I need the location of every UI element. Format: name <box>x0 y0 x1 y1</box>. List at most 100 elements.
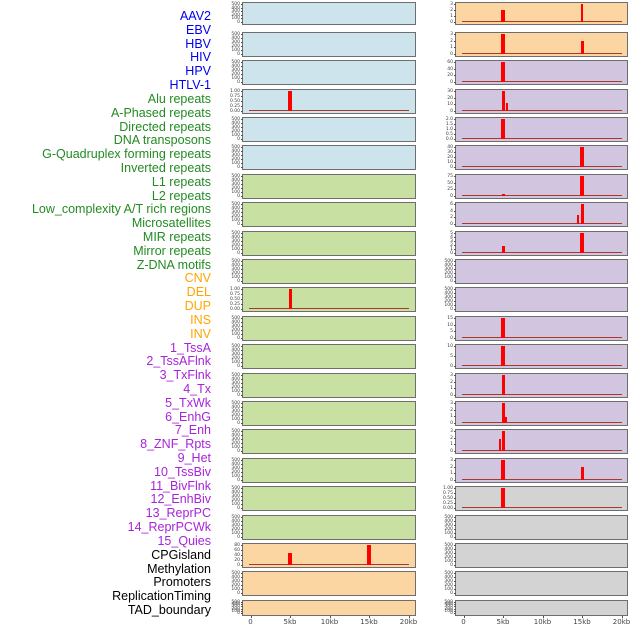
signal-spike-bar <box>501 91 505 111</box>
y-tick-label: 40 <box>447 66 453 72</box>
y-tick-mark <box>454 366 456 367</box>
y-tick-mark <box>454 224 456 225</box>
y-tick-label: 100 <box>231 133 240 138</box>
y-tick-mark <box>454 346 456 347</box>
y-tick-label: 0 <box>237 137 240 142</box>
y-tick-label: 400 <box>231 64 240 69</box>
y-tick-mark <box>454 488 456 489</box>
y-tick-mark <box>454 54 456 55</box>
signal-baseline <box>462 109 622 112</box>
signal-spike-bar <box>501 194 505 196</box>
y-tick-mark <box>241 419 243 420</box>
y-tick-label: 0 <box>450 393 453 398</box>
y-tick-mark <box>454 297 456 298</box>
y-tick-mark <box>241 42 243 43</box>
y-tick-label: 0 <box>237 52 240 57</box>
y-tick-mark <box>241 7 243 9</box>
x-axis-tick-label: 20kb <box>612 618 630 626</box>
track-label: G-Quadruplex forming repeats <box>42 147 211 161</box>
y-tick-label: 0 <box>237 364 240 369</box>
y-tick-label: 3 <box>450 429 453 434</box>
y-tick-mark <box>241 460 243 461</box>
y-tick-label: 100 <box>444 303 453 308</box>
y-tick-mark <box>241 496 243 497</box>
track-label: Low_complexity A/T rich regions <box>31 202 211 216</box>
x-tick-mark <box>250 616 252 618</box>
x-axis-tick-label: 15kb <box>573 618 591 626</box>
y-tick-label: 300 <box>444 604 453 610</box>
y-tick-mark <box>241 326 243 327</box>
y-tick-label: 0.5 <box>445 132 453 137</box>
y-tick-label: 0 <box>237 165 240 170</box>
y-tick-label: 100 <box>231 48 240 53</box>
y-tick-label: 500 <box>231 259 240 264</box>
y-tick-label: 300 <box>231 494 240 499</box>
y-tick-label: 5 <box>450 354 453 359</box>
y-tick-label: 400 <box>231 519 240 524</box>
y-tick-mark <box>454 217 456 219</box>
y-tick-label: 1.00 <box>442 486 453 491</box>
y-tick-label: 400 <box>231 405 240 410</box>
y-tick-label: 0.25 <box>229 104 240 109</box>
y-tick-label: 0.00 <box>229 109 240 114</box>
y-tick-mark <box>241 299 243 300</box>
y-tick-label: 300 <box>231 182 240 187</box>
y-tick-label: 500 <box>231 117 240 122</box>
y-tick-label: 0 <box>450 222 453 227</box>
track-plot: 75 50 25 0 <box>447 174 628 199</box>
y-tick-mark <box>241 488 243 489</box>
y-tick-label: 400 <box>444 547 453 552</box>
y-tick-label: 200 <box>444 271 453 276</box>
y-tick-label: 100 <box>444 559 453 564</box>
y-tick-mark <box>241 375 243 376</box>
y-tick-label: 200 <box>444 606 453 612</box>
y-tick-mark <box>241 395 243 396</box>
y-tick-mark <box>454 503 456 504</box>
y-tick-mark <box>454 610 456 612</box>
signal-baseline <box>462 52 622 55</box>
y-tick-mark <box>241 180 243 181</box>
y-tick-label: 2 <box>450 215 453 221</box>
track-label: DUP <box>184 299 211 313</box>
y-tick-mark <box>241 529 243 530</box>
y-tick-label: 0 <box>237 393 240 398</box>
y-tick-mark <box>241 70 243 71</box>
y-tick-mark <box>241 62 243 63</box>
x-axis-tick-label: 5kb <box>496 618 510 626</box>
y-tick-label: 1 <box>450 45 453 51</box>
y-tick-mark <box>454 577 456 578</box>
y-tick-mark <box>241 613 243 614</box>
y-tick-label: 200 <box>231 72 240 77</box>
y-tick-label: 0 <box>237 194 240 199</box>
signal-spike-bar <box>501 460 505 480</box>
y-tick-mark <box>241 608 243 610</box>
track-plot: 500 400 300 200 100 0 <box>231 202 416 227</box>
y-tick-mark <box>241 123 243 124</box>
y-tick-label: 0 <box>237 478 240 483</box>
signal-baseline <box>462 80 622 83</box>
track-label: MIR repeats <box>142 230 211 244</box>
x-tick-mark <box>369 616 370 618</box>
y-tick-mark <box>454 245 456 246</box>
y-tick-mark <box>241 573 243 574</box>
y-tick-label: 2 <box>450 435 453 441</box>
y-tick-mark <box>454 508 456 509</box>
y-tick-mark <box>241 78 243 79</box>
y-tick-mark <box>241 281 243 282</box>
y-tick-label: 500 <box>231 600 240 605</box>
y-tick-mark <box>241 581 243 582</box>
y-tick-mark <box>454 480 456 481</box>
y-tick-label: 5 <box>450 231 453 236</box>
y-tick-mark <box>241 196 243 197</box>
y-tick-mark <box>454 324 456 326</box>
y-tick-label: 0 <box>450 591 453 596</box>
y-tick-mark <box>241 163 243 164</box>
y-tick-label: 0.00 <box>229 307 240 312</box>
signal-spike-bar <box>501 488 505 508</box>
y-tick-mark <box>241 411 243 412</box>
track-label: TAD_boundary <box>127 603 211 617</box>
track-plot: 500 400 300 200 100 0 <box>231 401 416 426</box>
y-tick-label: 200 <box>231 243 240 248</box>
y-tick-mark <box>241 159 243 160</box>
y-tick-mark <box>454 182 456 184</box>
